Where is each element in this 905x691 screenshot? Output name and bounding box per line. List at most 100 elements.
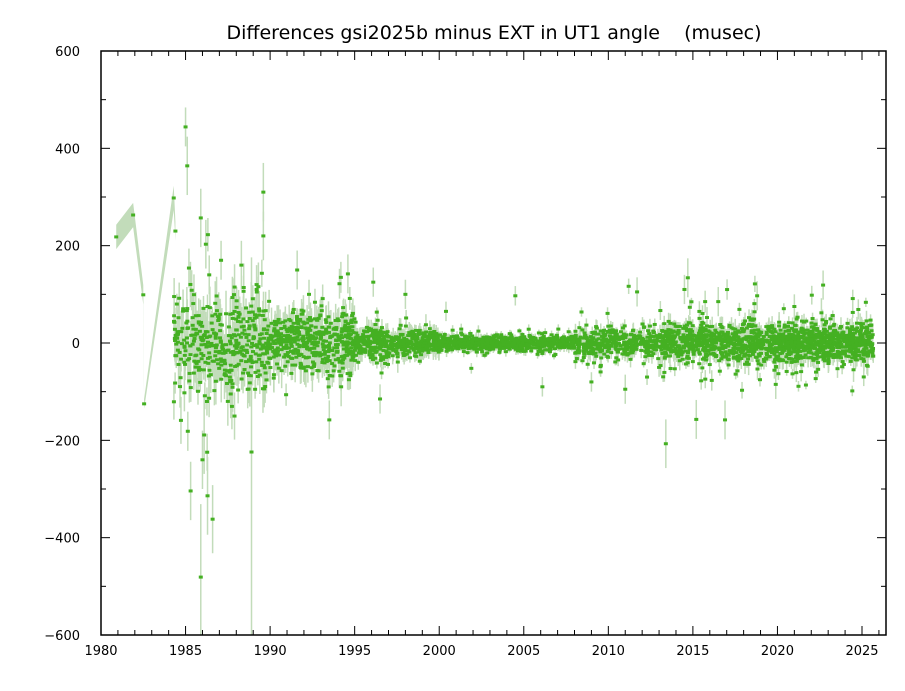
data-point xyxy=(245,343,249,346)
data-point xyxy=(172,196,176,199)
data-point xyxy=(267,300,271,303)
data-point xyxy=(318,313,322,316)
data-point xyxy=(175,303,179,306)
chart-title: Differences gsi2025b minus EXT in UT1 an… xyxy=(226,22,761,44)
data-point xyxy=(321,345,325,348)
data-point xyxy=(261,314,265,317)
data-point xyxy=(274,339,278,342)
data-point xyxy=(249,305,253,308)
data-point xyxy=(290,364,294,367)
data-point xyxy=(325,370,329,373)
data-point xyxy=(249,355,253,358)
data-point xyxy=(346,336,350,339)
data-point xyxy=(287,318,291,321)
data-point xyxy=(191,302,195,305)
data-point xyxy=(172,321,176,324)
data-point xyxy=(215,294,219,297)
data-point xyxy=(375,311,379,314)
data-point xyxy=(314,351,318,354)
data-point xyxy=(189,386,193,389)
data-point xyxy=(349,346,353,349)
data-point xyxy=(229,342,233,345)
data-point xyxy=(248,317,252,320)
data-point xyxy=(262,337,266,340)
data-point xyxy=(273,351,277,354)
data-point xyxy=(185,307,189,310)
data-point xyxy=(219,357,223,360)
data-point xyxy=(223,372,227,375)
data-point xyxy=(326,355,330,358)
data-point xyxy=(315,333,319,336)
data-point xyxy=(293,336,297,339)
data-point xyxy=(346,322,350,325)
data-point xyxy=(328,341,332,344)
data-point xyxy=(218,329,222,332)
data-point xyxy=(191,324,195,327)
data-point xyxy=(203,394,207,397)
data-point xyxy=(202,368,206,371)
data-point xyxy=(179,376,183,379)
data-point xyxy=(339,276,343,279)
data-point xyxy=(206,357,210,360)
data-point xyxy=(212,389,216,392)
data-point xyxy=(241,317,245,320)
data-point xyxy=(191,328,195,331)
data-point xyxy=(265,329,269,332)
data-point xyxy=(299,362,303,365)
data-point xyxy=(304,356,308,359)
data-point xyxy=(194,314,198,317)
data-point xyxy=(233,310,237,313)
data-point xyxy=(321,333,325,336)
data-point xyxy=(270,322,274,325)
data-point xyxy=(179,358,183,361)
data-point xyxy=(177,297,181,300)
data-point xyxy=(228,380,232,383)
data-point xyxy=(227,325,231,328)
data-point xyxy=(231,386,235,389)
data-point xyxy=(174,334,178,337)
data-point xyxy=(349,319,353,322)
data-point xyxy=(274,354,278,357)
data-point xyxy=(192,340,196,343)
data-point xyxy=(314,342,318,345)
data-point xyxy=(204,330,208,333)
data-point xyxy=(424,323,428,326)
data-point xyxy=(232,293,236,296)
data-point xyxy=(214,335,218,338)
data-point xyxy=(348,374,352,377)
data-point xyxy=(208,335,212,338)
data-point xyxy=(312,365,316,368)
data-point xyxy=(228,376,232,379)
data-point xyxy=(221,348,225,351)
data-point xyxy=(223,362,227,365)
data-point xyxy=(304,369,308,372)
data-point xyxy=(298,344,302,347)
data-point xyxy=(221,352,225,355)
data-point xyxy=(380,371,384,374)
data-point xyxy=(343,326,347,329)
data-point xyxy=(213,354,217,357)
data-point xyxy=(230,405,234,408)
data-point xyxy=(255,346,259,349)
data-point xyxy=(256,375,260,378)
data-point xyxy=(289,357,293,360)
data-point xyxy=(257,307,261,310)
data-point xyxy=(263,318,267,321)
data-point xyxy=(340,312,344,315)
data-point xyxy=(253,388,257,391)
data-point xyxy=(426,339,430,342)
data-point xyxy=(253,328,257,331)
data-point xyxy=(187,379,191,382)
data-point xyxy=(263,385,267,388)
data-point xyxy=(245,320,249,323)
data-point xyxy=(314,354,318,357)
data-point xyxy=(284,345,288,348)
data-point xyxy=(213,332,217,335)
data-point xyxy=(242,349,246,352)
data-point xyxy=(187,357,191,360)
data-point xyxy=(236,389,240,392)
data-point xyxy=(313,337,317,340)
data-point xyxy=(237,333,241,336)
data-point xyxy=(315,369,319,372)
data-point xyxy=(207,351,211,354)
